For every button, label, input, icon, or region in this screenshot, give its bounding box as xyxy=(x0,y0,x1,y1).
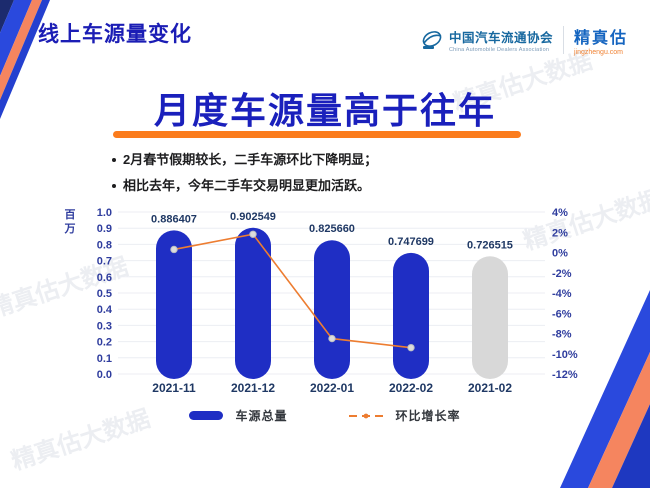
jingzhengu-logo-name: 精真估 xyxy=(573,30,628,47)
left-axis-tick: 0.1 xyxy=(97,353,112,365)
bar-value-label: 0.825660 xyxy=(309,223,355,235)
left-axis-unit: 百 xyxy=(65,208,76,221)
left-axis-tick: 0.4 xyxy=(97,304,113,316)
cada-logo: 中国汽车流通协会 China Automobile Dealers Associ… xyxy=(420,27,553,53)
bar-2022-02 xyxy=(393,252,429,379)
line-marker xyxy=(170,245,178,254)
right-axis-tick: 4% xyxy=(552,207,568,219)
bar-2021-12 xyxy=(235,227,271,379)
legend-line-swatch xyxy=(348,413,383,418)
bullet-dot-icon xyxy=(112,158,116,162)
right-axis-tick: -6% xyxy=(552,308,572,320)
bar-2021-02 xyxy=(472,256,508,379)
bullet-item: 相比去年，今年二手车交易明显更加活跃。 xyxy=(112,173,377,199)
bullet-list: 2月春节假期较长，二手车源环比下降明显； 相比去年，今年二手车交易明显更加活跃。 xyxy=(112,147,377,199)
right-axis-tick: 0% xyxy=(552,248,568,260)
left-axis-tick: 0.3 xyxy=(97,320,112,332)
legend-bar-label: 车源总量 xyxy=(235,409,288,423)
line-marker xyxy=(328,334,336,343)
growth-rate-line xyxy=(173,233,412,349)
left-axis-tick: 0.8 xyxy=(97,239,112,251)
bullet-text: 2月春节假期较长，二手车源环比下降明显； xyxy=(123,152,378,167)
bar-2021-11 xyxy=(156,230,192,379)
header-logos: 中国汽车流通协会 China Automobile Dealers Associ… xyxy=(420,24,628,56)
bullet-dot-icon xyxy=(112,184,116,188)
left-axis-tick: 0.0 xyxy=(97,369,112,381)
bar-value-label: 0.886407 xyxy=(151,213,197,225)
jingzhengu-logo: 精真估 jingzhengu.com xyxy=(574,24,628,56)
left-axis-tick: 0.5 xyxy=(97,288,112,300)
x-axis-label: 2021-12 xyxy=(231,381,275,395)
chart-main-title: 月度车源量高于往年 xyxy=(153,90,496,131)
right-axis-tick: -8% xyxy=(552,329,572,341)
slide-title: 线上车源量变化 xyxy=(38,23,192,46)
left-axis-tick: 1.0 xyxy=(97,207,112,219)
cada-logo-name: 中国汽车流通协会 xyxy=(448,31,553,45)
right-axis-tick: -4% xyxy=(552,288,572,300)
left-axis-tick: 0.2 xyxy=(97,337,112,349)
bar-value-label: 0.902549 xyxy=(230,211,276,223)
x-axis-label: 2022-02 xyxy=(389,381,433,395)
legend-bar-swatch xyxy=(189,411,224,420)
line-marker xyxy=(407,343,415,352)
left-axis-tick: 0.9 xyxy=(97,223,112,235)
cada-logo-subtitle: China Automobile Dealers Association xyxy=(448,47,550,53)
logo-divider xyxy=(562,26,564,54)
x-axis-label: 2022-01 xyxy=(310,381,354,395)
cada-logo-icon xyxy=(422,31,442,49)
left-axis-unit: 万 xyxy=(64,222,76,235)
right-axis-tick: -10% xyxy=(552,349,578,361)
x-axis-label: 2021-02 xyxy=(468,381,512,395)
bar-value-label: 0.726515 xyxy=(467,239,513,251)
jingzhengu-logo-subtitle: jingzhengu.com xyxy=(573,49,624,56)
legend-line-label: 环比增长率 xyxy=(395,409,461,423)
line-marker xyxy=(249,230,257,238)
left-axis-tick: 0.7 xyxy=(97,256,112,268)
right-axis-tick: -2% xyxy=(552,268,572,280)
bullet-text: 相比去年，今年二手车交易明显更加活跃。 xyxy=(123,178,371,193)
right-axis-tick: -12% xyxy=(552,369,578,381)
bar-2022-01 xyxy=(314,240,350,379)
title-underline xyxy=(113,131,521,138)
x-axis-label: 2021-11 xyxy=(152,381,196,395)
left-axis-tick: 0.6 xyxy=(97,272,112,284)
chart-legend: 车源总量 环比增长率 xyxy=(0,407,650,424)
bar-value-label: 0.747699 xyxy=(388,236,434,248)
right-axis-tick: 2% xyxy=(552,227,568,239)
combo-chart: 1.0 0.9 0.8 0.7 0.6 0.5 0.4 0.3 0.2 0.1 0.0 百万 4% 2% 0… xyxy=(64,207,578,395)
bullet-item: 2月春节假期较长，二手车源环比下降明显； xyxy=(112,147,377,173)
